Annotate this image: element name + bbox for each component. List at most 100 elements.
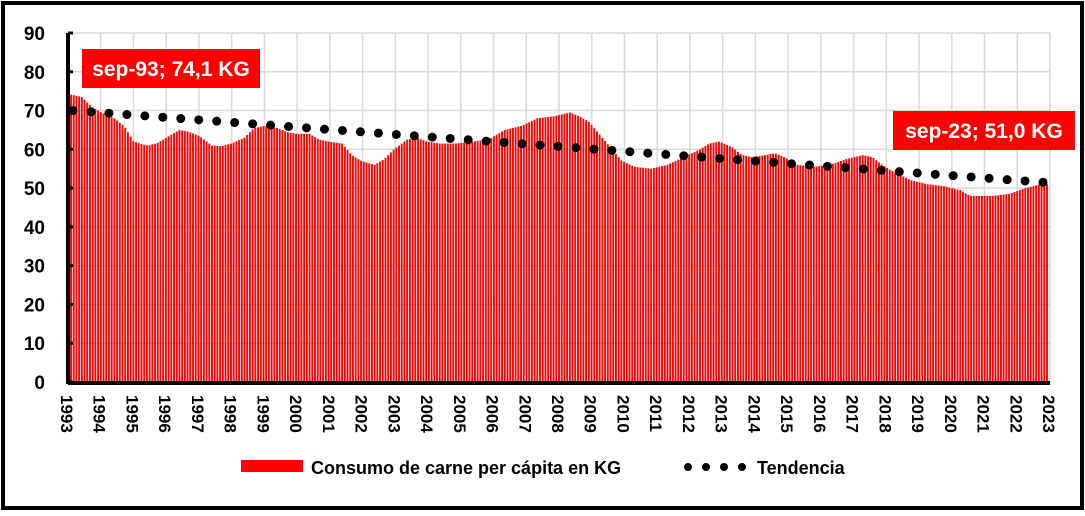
trend-dot	[948, 171, 958, 181]
bar	[357, 159, 360, 382]
bar	[511, 127, 514, 382]
bar	[937, 185, 940, 382]
bar	[558, 115, 560, 383]
bar	[831, 163, 834, 382]
bar	[601, 137, 604, 382]
bar	[465, 142, 468, 382]
bar	[709, 143, 712, 382]
bar	[297, 133, 300, 382]
bar	[642, 167, 644, 382]
bar	[962, 191, 964, 382]
bar	[568, 112, 571, 382]
bar	[541, 117, 544, 382]
bar	[221, 145, 224, 382]
bar	[802, 165, 804, 382]
bar	[585, 120, 588, 382]
trend-dot	[840, 163, 850, 173]
bar	[235, 141, 238, 382]
bar	[525, 123, 528, 382]
bar	[162, 139, 165, 382]
bar	[970, 195, 973, 382]
bar	[899, 175, 902, 382]
trend-dot	[553, 141, 563, 151]
trend-dot	[158, 112, 168, 122]
x-tick-label: 2005	[450, 395, 469, 433]
bar	[921, 182, 924, 382]
annotation-end: sep-23; 51,0 KG	[893, 111, 1075, 150]
bar	[693, 151, 696, 382]
bar	[913, 181, 916, 382]
bar	[577, 115, 579, 382]
bar	[311, 135, 314, 382]
x-tick-label: 2022	[1006, 395, 1025, 433]
bar	[1018, 190, 1021, 382]
trend-dot	[912, 168, 922, 178]
bar	[959, 190, 962, 382]
bar	[606, 144, 609, 382]
bar	[861, 155, 864, 382]
bar	[335, 142, 338, 382]
annotation-end-label: sep-23; 51,0 KG	[905, 120, 1063, 143]
bar	[441, 143, 444, 382]
bar	[362, 161, 365, 382]
bar	[978, 195, 981, 382]
bar	[530, 120, 533, 382]
bar	[596, 131, 598, 382]
trend-dot	[625, 147, 635, 157]
bar	[129, 136, 132, 382]
bar	[474, 141, 476, 382]
bar	[501, 131, 504, 382]
bar-series	[70, 94, 1048, 383]
bar	[712, 142, 715, 382]
bar	[211, 145, 213, 382]
x-tick-label: 2011	[646, 395, 665, 432]
bar	[699, 149, 701, 382]
bar	[419, 139, 422, 382]
bar	[164, 137, 167, 382]
bar	[384, 157, 387, 382]
bar	[590, 124, 593, 383]
bar	[319, 139, 322, 382]
bar	[1024, 188, 1027, 382]
bar	[943, 186, 945, 382]
bar	[644, 168, 647, 382]
bar	[840, 160, 842, 382]
bar	[731, 147, 734, 382]
x-tick-label: 2009	[581, 395, 600, 433]
x-tick-label: 2020	[941, 395, 960, 433]
bar	[1035, 185, 1038, 382]
bar	[97, 110, 100, 383]
bar	[810, 166, 813, 382]
bar	[745, 155, 748, 382]
x-tick-label: 1994	[90, 395, 109, 433]
bar	[663, 165, 666, 382]
bar	[853, 157, 856, 382]
bar	[598, 134, 601, 382]
bar	[994, 195, 997, 382]
bar	[78, 96, 81, 382]
bar	[110, 117, 113, 383]
bar	[216, 145, 219, 382]
bar	[240, 138, 243, 382]
bar	[750, 157, 753, 382]
trend-dot	[445, 133, 455, 143]
bar	[124, 127, 127, 383]
bar	[113, 118, 116, 383]
bar	[989, 195, 992, 382]
x-tick-labels: 1993 1994 1995 1996 1997 1998 1999 2000 2001 2002…	[57, 395, 1058, 433]
legend: Consumo de carne per cápita en KG Tenden…	[241, 458, 846, 478]
bar	[373, 164, 376, 382]
bar	[886, 167, 888, 382]
bar	[232, 142, 235, 382]
bar	[980, 195, 983, 382]
trend-dot	[373, 128, 383, 138]
bar	[544, 117, 547, 383]
x-tick-label: 2010	[613, 395, 632, 433]
bar	[894, 172, 897, 382]
bar	[761, 155, 764, 382]
bar	[777, 154, 780, 382]
bar	[612, 150, 615, 382]
x-tick-label: 2017	[843, 395, 862, 433]
bar	[99, 112, 102, 382]
bar	[324, 140, 327, 382]
